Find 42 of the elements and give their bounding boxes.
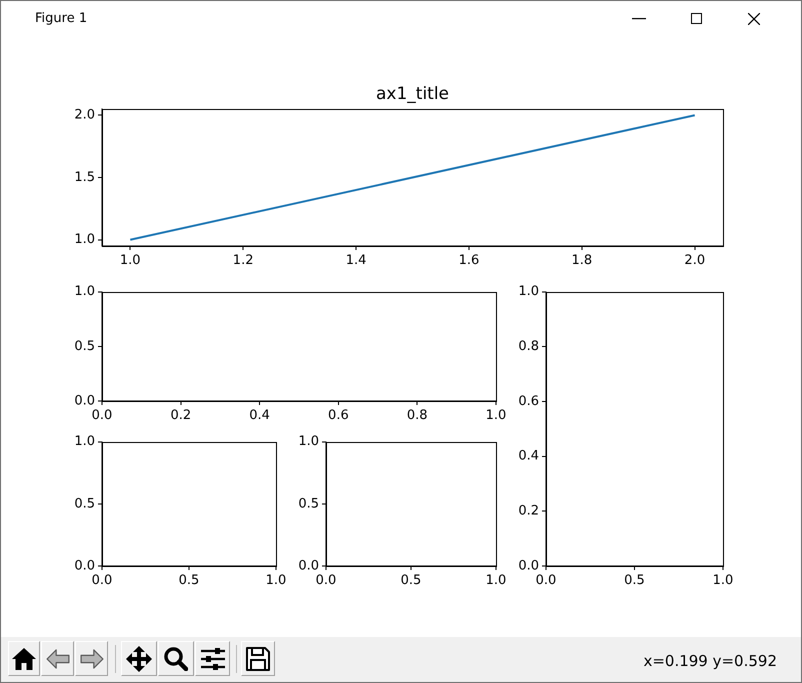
- y-tick-label: 2.0: [74, 108, 95, 123]
- x-tick-label: 1.0: [266, 573, 286, 588]
- x-tick-label: 1.0: [712, 573, 734, 588]
- y-tick-label: 0.5: [74, 496, 95, 512]
- y-tick-label: 1.5: [74, 170, 95, 185]
- y-tick-label: 0.5: [74, 338, 95, 354]
- y-tick-label: 0.0: [298, 558, 319, 574]
- x-tick-label: 0.8: [406, 408, 428, 424]
- x-tick-label: 2.0: [684, 253, 706, 268]
- x-tick-label: 0.5: [400, 573, 422, 588]
- y-tick-label: 1.0: [298, 434, 319, 450]
- x-tick-label: 0.5: [178, 573, 200, 588]
- y-tick-label: 1.0: [74, 284, 95, 300]
- y-tick-label: 0.5: [298, 496, 319, 512]
- x-tick-label: 0.0: [92, 408, 112, 424]
- x-tick-label: 1.8: [572, 253, 592, 268]
- x-tick-label: 1.0: [486, 408, 506, 424]
- y-tick-label: 0.2: [518, 504, 539, 519]
- x-tick-label: 1.4: [346, 253, 366, 268]
- y-tick-label: 0.0: [74, 558, 95, 574]
- y-tick-label: 0.4: [518, 448, 539, 464]
- chart-title: ax1_title: [376, 84, 450, 104]
- x-tick-label: 1.6: [458, 253, 480, 268]
- x-tick-label: 0.0: [92, 573, 112, 588]
- text: x=0.199 y=0.592: [643, 652, 777, 670]
- y-tick-label: 0.6: [518, 394, 539, 409]
- y-tick-label: 0.0: [518, 558, 539, 574]
- x-tick-label: 0.5: [624, 573, 645, 588]
- x-tick-label: 0.6: [328, 408, 349, 424]
- x-tick-label: 1.2: [232, 253, 254, 268]
- x-tick-label: 0.2: [170, 408, 192, 424]
- y-tick-label: 1.0: [74, 434, 95, 450]
- y-tick-label: 1.0: [518, 284, 539, 300]
- x-tick-label: 0.0: [536, 573, 556, 588]
- x-tick-label: 0.0: [316, 573, 336, 588]
- y-tick-label: 0.8: [518, 339, 539, 354]
- x-tick-label: 0.4: [249, 408, 270, 424]
- x-tick-label: 1.0: [120, 253, 141, 268]
- caption: Figure 1: [35, 11, 88, 27]
- x-tick-label: 1.0: [486, 573, 506, 588]
- y-tick-label: 0.0: [74, 393, 95, 408]
- y-tick-label: 1.0: [74, 232, 95, 248]
